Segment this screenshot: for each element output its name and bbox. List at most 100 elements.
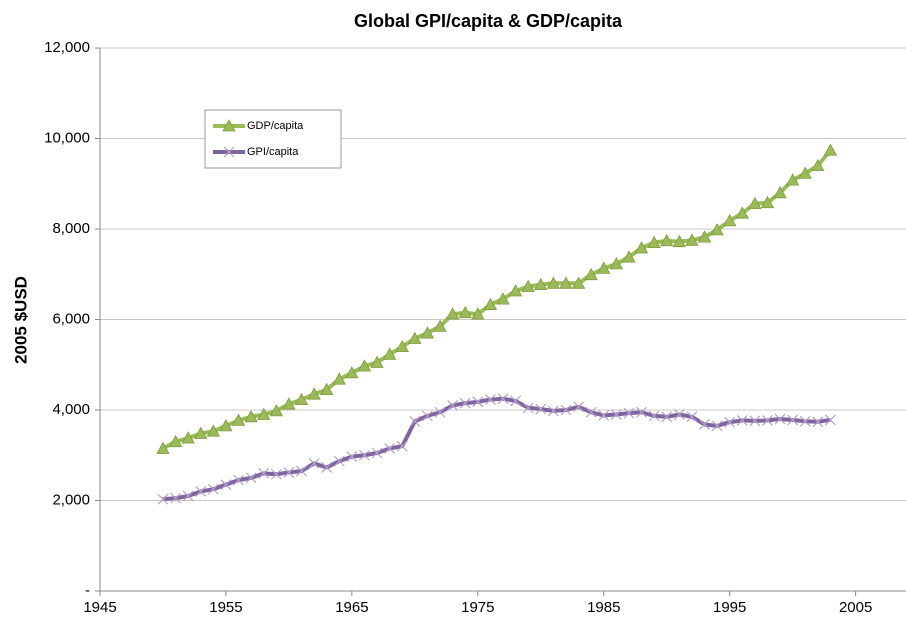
data-point bbox=[434, 406, 446, 418]
data-point bbox=[648, 410, 660, 422]
data-point bbox=[206, 424, 221, 437]
data-point bbox=[245, 472, 257, 484]
data-point bbox=[170, 492, 181, 504]
legend-label: GDP/capita bbox=[247, 120, 304, 132]
data-point bbox=[559, 276, 573, 289]
data-point bbox=[320, 382, 334, 396]
data-point bbox=[660, 233, 674, 247]
data-point bbox=[445, 307, 460, 320]
data-point bbox=[749, 415, 761, 427]
data-point bbox=[634, 241, 649, 254]
data-point bbox=[258, 467, 270, 479]
data-point bbox=[610, 409, 622, 420]
x-tick-label: 1995 bbox=[713, 599, 746, 616]
x-tick-label: 1975 bbox=[461, 599, 494, 616]
data-point bbox=[787, 414, 799, 426]
data-point bbox=[825, 414, 836, 426]
data-point bbox=[308, 457, 320, 469]
data-point bbox=[357, 359, 372, 372]
data-point bbox=[585, 406, 597, 418]
data-point bbox=[483, 297, 498, 310]
data-point bbox=[382, 347, 397, 360]
data-point bbox=[798, 166, 812, 179]
data-point bbox=[458, 305, 472, 319]
data-point bbox=[735, 206, 749, 219]
data-point bbox=[686, 411, 698, 423]
data-point bbox=[195, 486, 207, 497]
data-point bbox=[333, 455, 345, 467]
x-tick-label: 1945 bbox=[83, 599, 116, 616]
legend-box bbox=[204, 109, 342, 169]
data-point bbox=[699, 419, 710, 430]
y-tick-label: - bbox=[85, 582, 90, 599]
data-point bbox=[270, 468, 282, 480]
data-point bbox=[534, 277, 548, 291]
data-point bbox=[497, 393, 509, 405]
data-point bbox=[609, 257, 624, 270]
data-point bbox=[359, 449, 370, 461]
data-point bbox=[762, 414, 773, 426]
data-point bbox=[496, 292, 510, 305]
data-point bbox=[345, 366, 359, 379]
data-point bbox=[220, 479, 232, 491]
data-point bbox=[598, 410, 610, 421]
data-point bbox=[168, 434, 183, 448]
data-point bbox=[332, 372, 346, 385]
data-point bbox=[647, 235, 661, 248]
data-point bbox=[321, 462, 333, 473]
data-point bbox=[296, 465, 307, 477]
y-tick-label: 10,000 bbox=[44, 129, 90, 146]
data-point bbox=[508, 284, 523, 297]
data-point bbox=[294, 392, 309, 405]
data-point bbox=[371, 447, 383, 459]
data-point bbox=[283, 467, 295, 478]
data-point bbox=[573, 401, 584, 413]
data-point bbox=[182, 490, 194, 502]
data-point bbox=[760, 195, 775, 209]
data-point bbox=[811, 158, 825, 172]
data-point bbox=[396, 440, 408, 452]
y-tick-label: 4,000 bbox=[52, 401, 90, 418]
data-point bbox=[823, 143, 838, 156]
data-point bbox=[584, 267, 598, 281]
data-point bbox=[773, 185, 787, 199]
data-point bbox=[471, 307, 485, 320]
data-point bbox=[723, 214, 737, 227]
data-point bbox=[257, 407, 271, 420]
data-point bbox=[433, 319, 447, 332]
data-point bbox=[459, 397, 471, 409]
data-point bbox=[623, 407, 635, 419]
data-point bbox=[812, 416, 824, 428]
y-tick-label: 12,000 bbox=[44, 39, 90, 56]
data-point bbox=[409, 415, 421, 427]
x-tick-label: 1985 bbox=[587, 599, 620, 616]
data-point bbox=[395, 339, 409, 353]
data-point bbox=[447, 400, 459, 411]
data-point bbox=[269, 404, 283, 417]
data-point bbox=[181, 431, 195, 444]
data-point bbox=[521, 279, 535, 292]
legend-marker bbox=[223, 146, 235, 158]
x-tick-label: 1955 bbox=[209, 599, 242, 616]
data-point bbox=[661, 411, 673, 423]
data-point bbox=[673, 409, 685, 420]
data-point bbox=[724, 416, 736, 428]
data-point bbox=[685, 233, 699, 246]
data-point bbox=[748, 196, 762, 210]
data-point bbox=[307, 387, 321, 400]
data-point bbox=[547, 405, 559, 417]
x-tick-label: 1965 bbox=[335, 599, 368, 616]
data-point bbox=[711, 420, 723, 432]
data-point bbox=[560, 404, 572, 416]
data-point bbox=[484, 394, 496, 406]
legend-marker bbox=[222, 119, 236, 132]
y-tick-label: 6,000 bbox=[52, 310, 90, 327]
y-tick-label: 8,000 bbox=[52, 220, 90, 237]
data-point bbox=[370, 355, 384, 368]
data-point bbox=[207, 483, 219, 495]
y-axis-label: 2005 $USD bbox=[11, 276, 30, 364]
data-point bbox=[785, 173, 800, 186]
data-point bbox=[774, 413, 786, 425]
data-point bbox=[672, 234, 686, 248]
